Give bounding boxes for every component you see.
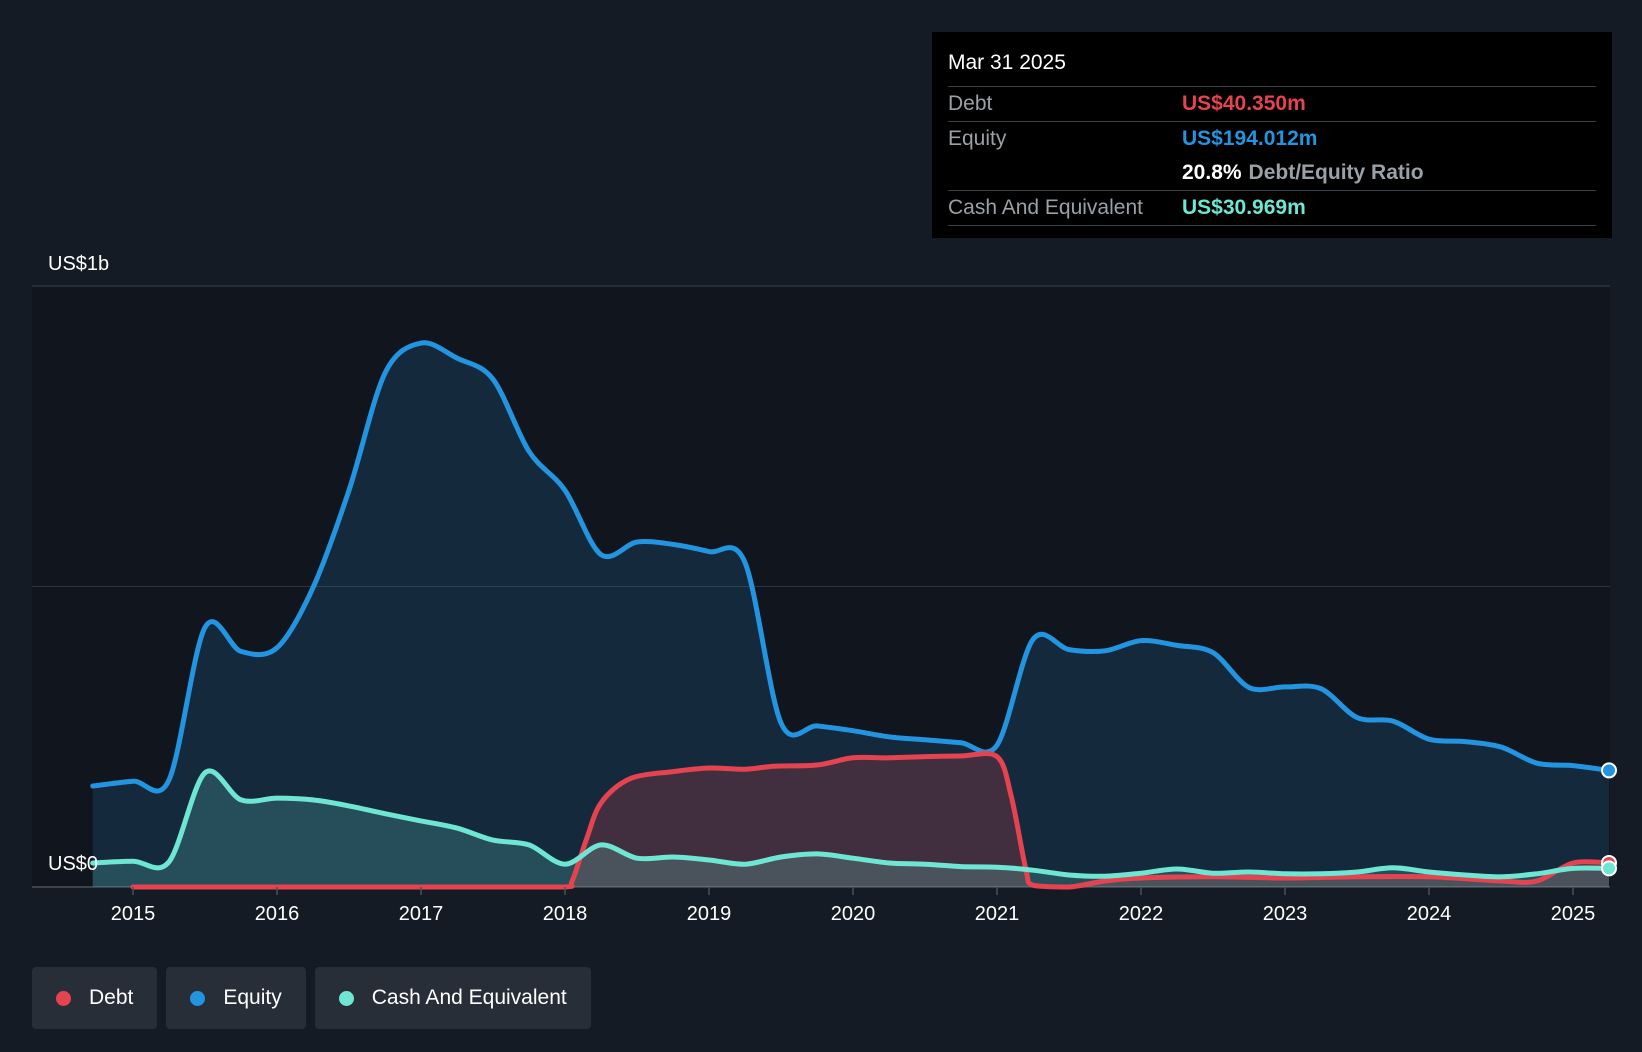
chart-legend: Debt Equity Cash And Equivalent xyxy=(32,967,591,1029)
tooltip-cash-label: Cash And Equivalent xyxy=(948,196,1143,219)
series-areas xyxy=(92,342,1610,888)
tooltip-ratio-value: 20.8% xyxy=(1182,161,1242,184)
cash-line xyxy=(90,768,1612,880)
x-tick-label: 2017 xyxy=(399,903,444,925)
y-axis-bottom-label: US$0 xyxy=(48,853,98,875)
tooltip-date: Mar 31 2025 xyxy=(948,51,1066,74)
series-end-markers xyxy=(1601,762,1617,877)
x-tick-label: 2015 xyxy=(111,903,156,925)
x-tick-label: 2024 xyxy=(1407,903,1452,925)
series-lines xyxy=(90,340,1612,890)
legend-item-equity[interactable]: Equity xyxy=(166,967,306,1029)
legend-cash-label: Cash And Equivalent xyxy=(371,986,567,1009)
tooltip-row-ratio: 20.8% Debt/Equity Ratio xyxy=(948,156,1596,190)
cash-area xyxy=(92,770,1610,887)
x-tick-label: 2021 xyxy=(975,903,1020,925)
x-tick-label: 2016 xyxy=(255,903,300,925)
legend-item-debt[interactable]: Debt xyxy=(32,967,158,1029)
tooltip-ratio-label: Debt/Equity Ratio xyxy=(1248,161,1424,184)
tooltip-panel: Mar 31 2025 Debt US$40.350m Equity US$19… xyxy=(932,32,1612,238)
x-tick-label: 2022 xyxy=(1119,903,1164,925)
cash-dot-icon xyxy=(338,990,354,1006)
equity-area xyxy=(92,342,1610,888)
y-axis-top-label: US$1b xyxy=(48,253,109,275)
x-tick-label: 2020 xyxy=(831,903,876,925)
equity-dot-icon xyxy=(190,990,206,1006)
legend-debt-label: Debt xyxy=(89,986,134,1009)
tooltip-debt-label: Debt xyxy=(948,92,993,115)
equity-line xyxy=(90,340,1612,794)
debt-dot-icon xyxy=(56,990,71,1006)
tooltip-row-cash: Cash And Equivalent US$30.969m xyxy=(948,190,1596,226)
tooltip-debt-value: US$40.350m xyxy=(1182,92,1306,115)
legend-equity-label: Equity xyxy=(223,986,282,1009)
debt-area xyxy=(133,753,1609,887)
equity-end-marker xyxy=(1601,762,1617,779)
tooltip-row-debt: Debt US$40.350m xyxy=(948,86,1596,121)
tooltip-cash-value: US$30.969m xyxy=(1182,196,1306,219)
x-tick-label: 2019 xyxy=(687,903,732,925)
tooltip-row-equity: Equity US$194.012m xyxy=(948,121,1596,156)
cash-end-marker xyxy=(1601,860,1617,877)
x-axis: 2015 2016 2017 2018 2019 2020 2021 2022 2023 2024… xyxy=(111,887,1596,925)
tooltip-equity-value: US$194.012m xyxy=(1182,127,1318,150)
debt-line xyxy=(130,751,1612,890)
tooltip-equity-label: Equity xyxy=(948,127,1007,150)
x-tick-label: 2018 xyxy=(543,903,588,925)
x-tick-label: 2023 xyxy=(1263,903,1308,925)
x-tick-label: 2025 xyxy=(1551,903,1596,925)
legend-item-cash[interactable]: Cash And Equivalent xyxy=(314,967,591,1029)
